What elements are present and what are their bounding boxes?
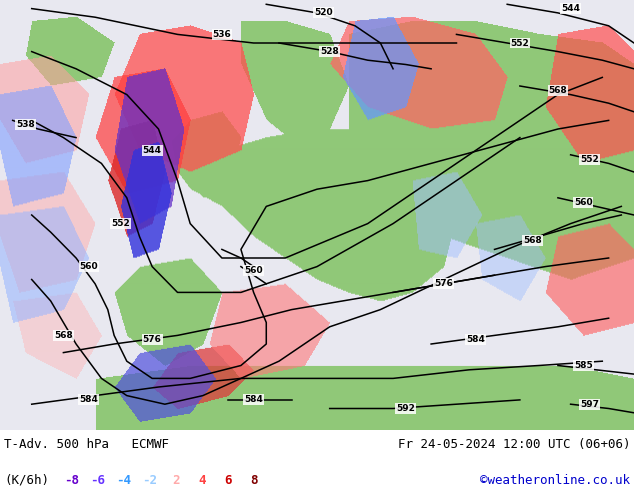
Text: 552: 552 xyxy=(510,39,529,48)
Text: 560: 560 xyxy=(574,197,593,207)
Text: 597: 597 xyxy=(580,400,599,409)
Text: -4: -4 xyxy=(117,473,131,487)
Text: 2: 2 xyxy=(172,473,180,487)
Text: 584: 584 xyxy=(466,335,485,344)
Text: -6: -6 xyxy=(91,473,105,487)
Text: 584: 584 xyxy=(244,395,263,404)
Text: 585: 585 xyxy=(574,361,593,370)
Text: 552: 552 xyxy=(580,155,599,164)
Text: 552: 552 xyxy=(111,219,130,228)
Text: -8: -8 xyxy=(65,473,79,487)
Text: ©weatheronline.co.uk: ©weatheronline.co.uk xyxy=(480,473,630,487)
Text: 538: 538 xyxy=(16,120,35,129)
Text: 568: 568 xyxy=(523,236,542,245)
Text: (K/6h): (K/6h) xyxy=(4,473,49,487)
Text: T-Adv. 500 hPa   ECMWF: T-Adv. 500 hPa ECMWF xyxy=(4,438,169,451)
Text: 560: 560 xyxy=(79,262,98,271)
Text: 4: 4 xyxy=(198,473,206,487)
Text: 520: 520 xyxy=(314,8,333,18)
Text: 544: 544 xyxy=(561,4,580,13)
Text: 560: 560 xyxy=(244,267,263,275)
Text: 576: 576 xyxy=(434,279,453,288)
Text: 568: 568 xyxy=(54,331,73,340)
Text: 568: 568 xyxy=(548,86,567,95)
Text: Fr 24-05-2024 12:00 UTC (06+06): Fr 24-05-2024 12:00 UTC (06+06) xyxy=(398,438,630,451)
Text: 544: 544 xyxy=(143,146,162,155)
Text: 592: 592 xyxy=(396,404,415,413)
Text: 584: 584 xyxy=(79,395,98,404)
Text: 6: 6 xyxy=(224,473,232,487)
Text: 528: 528 xyxy=(320,47,339,56)
Text: 8: 8 xyxy=(250,473,258,487)
Text: 576: 576 xyxy=(143,335,162,344)
Text: 536: 536 xyxy=(212,30,231,39)
Text: -2: -2 xyxy=(143,473,157,487)
